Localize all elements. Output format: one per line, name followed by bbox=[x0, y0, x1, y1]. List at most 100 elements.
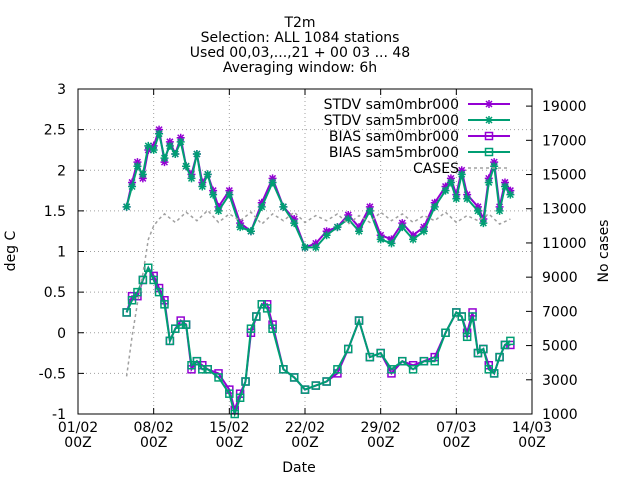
y2-tick-label: 9000 bbox=[542, 270, 578, 286]
data-point-stdv_sam5 bbox=[176, 137, 185, 146]
data-point-bias_sam5 bbox=[122, 308, 131, 317]
data-point-stdv_sam5 bbox=[322, 231, 331, 240]
data-point-stdv_sam5 bbox=[149, 145, 158, 154]
data-point-bias_sam5 bbox=[160, 300, 169, 309]
data-point-stdv_sam5 bbox=[495, 206, 504, 215]
data-point-bias_sam5 bbox=[419, 356, 429, 366]
data-point-stdv_sam0 bbox=[257, 198, 266, 207]
data-point-stdv_sam0 bbox=[441, 182, 450, 191]
data-point-stdv_sam0 bbox=[419, 223, 428, 232]
data-point-stdv_sam0 bbox=[209, 186, 218, 195]
data-point-stdv_sam5 bbox=[133, 162, 142, 171]
data-point-stdv_sam0 bbox=[409, 231, 418, 240]
y2-tick-label: 1000 bbox=[542, 407, 578, 423]
series-bias_sam0 bbox=[122, 263, 515, 415]
data-point-stdv_sam5 bbox=[409, 235, 418, 244]
data-point-stdv_sam0 bbox=[500, 178, 509, 187]
data-point-bias_sam5 bbox=[149, 275, 158, 285]
x-tick-sublabel: 00Z bbox=[367, 435, 394, 451]
data-point-bias_sam5 bbox=[506, 336, 515, 346]
data-point-bias_sam5 bbox=[144, 263, 153, 272]
data-point-bias_sam5 bbox=[246, 324, 256, 333]
legend-marker-bias_sam0 bbox=[484, 131, 494, 141]
data-point-bias_sam5 bbox=[387, 365, 396, 374]
data-point-stdv_sam5 bbox=[160, 154, 169, 163]
data-point-bias_sam5 bbox=[127, 296, 137, 305]
data-point-bias_sam5 bbox=[354, 316, 364, 325]
data-point-stdv_sam5 bbox=[355, 227, 364, 236]
y-tick-label: 1 bbox=[57, 245, 66, 261]
data-point-bias_sam5 bbox=[165, 336, 175, 346]
data-point-bias_sam5 bbox=[268, 324, 277, 333]
data-point-bias_sam5 bbox=[311, 381, 321, 390]
data-point-bias_sam5 bbox=[262, 304, 272, 313]
data-point-bias_sam5 bbox=[203, 365, 212, 374]
legend-label-stdv_sam0: STDV sam0mbr000 bbox=[324, 97, 459, 113]
data-point-stdv_sam0 bbox=[160, 158, 169, 167]
series-line-bias_sam5 bbox=[125, 265, 511, 418]
series-stdv_sam5 bbox=[122, 129, 515, 252]
data-point-stdv_sam0 bbox=[155, 125, 164, 134]
legend-label-cases: CASES bbox=[413, 161, 459, 177]
data-point-bias_sam5 bbox=[457, 312, 466, 321]
y2-axis-label: No cases bbox=[596, 220, 612, 283]
chart-subtitle-line-2: Used 00,03,...,21 + 00 03 ... 48 bbox=[190, 45, 410, 61]
data-point-bias_sam5 bbox=[133, 287, 142, 297]
chart-subtitle-line-1: Selection: ALL 1084 stations bbox=[201, 30, 400, 46]
data-point-stdv_sam5 bbox=[203, 170, 212, 179]
data-point-bias_sam5 bbox=[343, 344, 353, 354]
data-point-bias_sam5 bbox=[198, 365, 207, 374]
data-point-stdv_sam5 bbox=[344, 215, 353, 223]
data-point-stdv_sam0 bbox=[149, 141, 158, 150]
data-point-bias_sam5 bbox=[279, 365, 288, 374]
data-point-stdv_sam0 bbox=[236, 219, 245, 228]
data-point-stdv_sam5 bbox=[268, 178, 277, 187]
x-tick-sublabel: 00Z bbox=[291, 435, 318, 451]
chart-subtitle-line-3: Averaging window: 6h bbox=[223, 60, 377, 76]
legend-marker-stdv_sam5 bbox=[485, 116, 493, 124]
y-tick-label: 2 bbox=[57, 163, 66, 179]
x-axis-label: Date bbox=[282, 460, 315, 476]
data-point-stdv_sam0 bbox=[128, 178, 137, 187]
data-point-bias_sam5 bbox=[489, 369, 499, 378]
legend-marker-bias_sam5 bbox=[484, 147, 494, 157]
data-point-stdv_sam5 bbox=[490, 162, 499, 171]
data-point-stdv_sam5 bbox=[192, 150, 201, 158]
data-point-stdv_sam0 bbox=[457, 166, 466, 175]
data-point-stdv_sam5 bbox=[333, 223, 342, 232]
legend-marker-stdv_sam0 bbox=[485, 100, 493, 108]
data-point-stdv_sam5 bbox=[446, 178, 455, 187]
data-point-stdv_sam0 bbox=[268, 174, 277, 183]
plot-series bbox=[122, 125, 515, 419]
data-point-stdv_sam5 bbox=[473, 206, 482, 215]
legend-label-stdv_sam5: STDV sam5mbr000 bbox=[324, 113, 459, 129]
data-point-stdv_sam5 bbox=[419, 227, 428, 236]
data-point-stdv_sam5 bbox=[155, 129, 164, 138]
data-point-stdv_sam5 bbox=[430, 202, 439, 211]
y-axis-label: deg C bbox=[3, 230, 19, 271]
y-tick-label: 0 bbox=[57, 326, 66, 342]
x-tick-sublabel: 00Z bbox=[64, 435, 91, 451]
y-tick-label: 0.5 bbox=[44, 285, 66, 301]
data-point-bias_sam5 bbox=[176, 320, 185, 329]
data-point-bias_sam5 bbox=[479, 344, 488, 354]
y-tick-label: -1 bbox=[52, 407, 66, 423]
axis-ticks: -1 -0.5 0 0.5 1 1.5 2 2.5 3 1000 3000 5000 7000 9000 1… bbox=[39, 82, 587, 451]
data-point-stdv_sam0 bbox=[225, 186, 234, 195]
data-point-stdv_sam0 bbox=[355, 223, 364, 232]
x-tick-label: 22/02 bbox=[285, 420, 325, 436]
data-point-bias_sam5 bbox=[495, 352, 504, 362]
y2-tick-label: 3000 bbox=[542, 373, 578, 389]
data-point-stdv_sam5 bbox=[479, 219, 488, 228]
data-point-stdv_sam5 bbox=[290, 219, 299, 228]
data-point-stdv_sam0 bbox=[446, 174, 455, 183]
data-point-stdv_sam0 bbox=[138, 174, 147, 183]
data-point-bias_sam5 bbox=[333, 365, 342, 374]
data-point-stdv_sam5 bbox=[144, 141, 153, 150]
x-tick-sublabel: 00Z bbox=[518, 435, 545, 451]
y2-tick-label: 15000 bbox=[542, 168, 587, 184]
data-point-stdv_sam5 bbox=[122, 202, 131, 211]
data-point-stdv_sam0 bbox=[473, 202, 482, 211]
